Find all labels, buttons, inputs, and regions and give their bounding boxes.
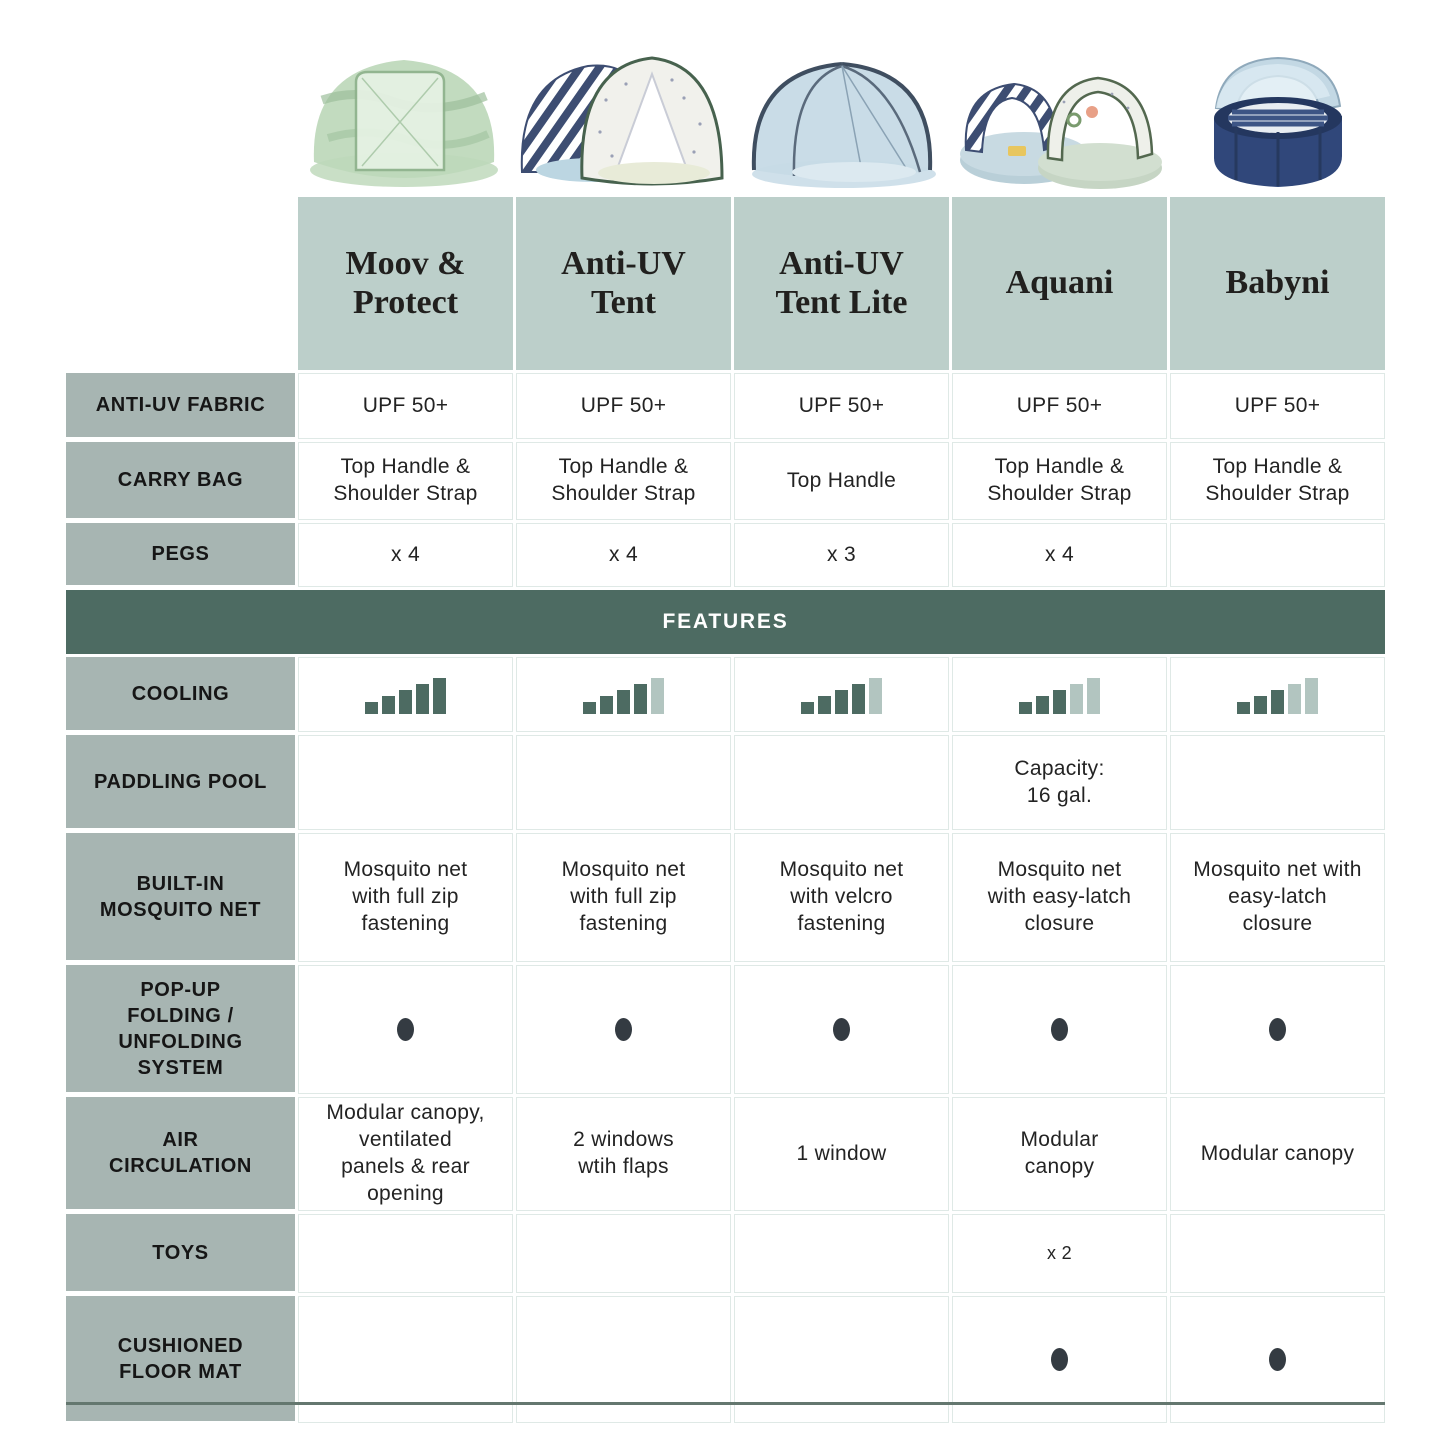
feature-dot-icon	[1269, 1018, 1286, 1041]
comparison-table: Moov & Protect Anti-UV Tent Anti-UV Tent…	[66, 197, 1385, 1423]
cooling-rating-cell	[1170, 657, 1385, 732]
pegs-value: x 3	[734, 523, 949, 587]
feature-dot-icon	[615, 1018, 632, 1041]
floor-mat-cell	[516, 1296, 731, 1423]
fabric-value: UPF 50+	[516, 373, 731, 439]
air-circulation-value: Modular canopy	[1170, 1097, 1385, 1211]
toys-value	[1170, 1214, 1385, 1293]
carry-bag-value: Top Handle & Shoulder Strap	[516, 442, 731, 520]
popup-system-cell	[298, 965, 513, 1094]
row-label-cushioned-floor-mat: CUSHIONED FLOOR MAT	[66, 1296, 295, 1421]
row-label-carry-bag: CARRY BAG	[66, 442, 295, 518]
paddling-pool-value	[1170, 735, 1385, 830]
popup-system-cell	[734, 965, 949, 1094]
air-circulation-value: Modular canopy	[952, 1097, 1167, 1211]
paddling-pool-value	[298, 735, 513, 830]
product-image-babyni-playpen	[1170, 52, 1385, 192]
toys-value: x 2	[952, 1214, 1167, 1293]
row-label-toys: TOYS	[66, 1214, 295, 1291]
carry-bag-value: Top Handle & Shoulder Strap	[1170, 442, 1385, 520]
product-image-anti-uv-tent	[516, 40, 731, 192]
product-header-babyni: Babyni	[1170, 197, 1385, 370]
air-circulation-value: Modular canopy, ventilated panels & rear…	[298, 1097, 513, 1211]
row-label-paddling-pool: PADDLING POOL	[66, 735, 295, 828]
popup-system-cell	[516, 965, 731, 1094]
cooling-bars-icon	[365, 676, 446, 714]
air-circulation-value: 1 window	[734, 1097, 949, 1211]
air-circulation-value: 2 windows wtih flaps	[516, 1097, 731, 1211]
carry-bag-value: Top Handle	[734, 442, 949, 520]
cooling-rating-cell	[952, 657, 1167, 732]
carry-bag-value: Top Handle & Shoulder Strap	[298, 442, 513, 520]
product-image-moov-and-protect	[298, 30, 513, 192]
cooling-rating-cell	[298, 657, 513, 732]
toys-value	[516, 1214, 731, 1293]
product-header-anti-uv-tent: Anti-UV Tent	[516, 197, 731, 370]
product-header-anti-uv-tent-lite: Anti-UV Tent Lite	[734, 197, 949, 370]
mosquito-net-value: Mosquito net with velcro fastening	[734, 833, 949, 962]
pegs-value: x 4	[516, 523, 731, 587]
mosquito-net-value: Mosquito net with full zip fastening	[298, 833, 513, 962]
product-header-aquani: Aquani	[952, 197, 1167, 370]
mosquito-net-value: Mosquito net with easy-latch closure	[952, 833, 1167, 962]
product-header-moov-and-protect: Moov & Protect	[298, 197, 513, 370]
feature-dot-icon	[1051, 1018, 1068, 1041]
toys-value	[734, 1214, 949, 1293]
fabric-value: UPF 50+	[298, 373, 513, 439]
paddling-pool-value: Capacity: 16 gal.	[952, 735, 1167, 830]
mosquito-net-value: Mosquito net with full zip fastening	[516, 833, 731, 962]
fabric-value: UPF 50+	[952, 373, 1167, 439]
row-label-air-circulation: AIR CIRCULATION	[66, 1097, 295, 1209]
feature-dot-icon	[1269, 1348, 1286, 1371]
floor-mat-cell	[1170, 1296, 1385, 1423]
paddling-pool-value	[516, 735, 731, 830]
mosquito-net-value: Mosquito net with easy-latch closure	[1170, 833, 1385, 962]
floor-mat-cell	[734, 1296, 949, 1423]
feature-dot-icon	[397, 1018, 414, 1041]
floor-mat-cell	[298, 1296, 513, 1423]
fabric-value: UPF 50+	[734, 373, 949, 439]
table-bottom-border	[66, 1402, 1385, 1405]
cooling-rating-cell	[734, 657, 949, 732]
cooling-bars-icon	[583, 676, 664, 714]
row-label-popup-system: POP-UP FOLDING / UNFOLDING SYSTEM	[66, 965, 295, 1092]
cooling-bars-icon	[1019, 676, 1100, 714]
cooling-bars-icon	[1237, 676, 1318, 714]
row-label-mosquito-net: BUILT-IN MOSQUITO NET	[66, 833, 295, 960]
fabric-value: UPF 50+	[1170, 373, 1385, 439]
cooling-bars-icon	[801, 676, 882, 714]
pegs-value: x 4	[298, 523, 513, 587]
row-label-pegs: PEGS	[66, 523, 295, 585]
product-images-row	[298, 14, 1385, 192]
header-spacer	[66, 197, 295, 370]
feature-dot-icon	[1051, 1348, 1068, 1371]
pegs-value	[1170, 523, 1385, 587]
popup-system-cell	[1170, 965, 1385, 1094]
features-section-header: FEATURES	[66, 590, 1385, 654]
popup-system-cell	[952, 965, 1167, 1094]
pegs-value: x 4	[952, 523, 1167, 587]
row-label-cooling: COOLING	[66, 657, 295, 730]
paddling-pool-value	[734, 735, 949, 830]
toys-value	[298, 1214, 513, 1293]
floor-mat-cell	[952, 1296, 1167, 1423]
feature-dot-icon	[833, 1018, 850, 1041]
row-label-anti-uv-fabric: ANTI-UV FABRIC	[66, 373, 295, 437]
product-image-aquani-pool-tent	[952, 50, 1167, 192]
cooling-rating-cell	[516, 657, 731, 732]
carry-bag-value: Top Handle & Shoulder Strap	[952, 442, 1167, 520]
product-image-anti-uv-tent-lite	[734, 42, 949, 192]
